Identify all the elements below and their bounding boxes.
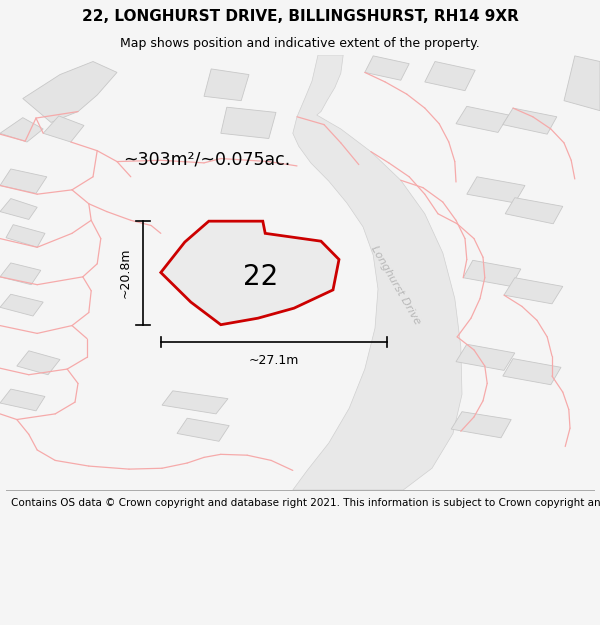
Polygon shape [503, 359, 561, 385]
Polygon shape [6, 224, 45, 248]
Polygon shape [467, 177, 525, 203]
Polygon shape [0, 263, 41, 284]
Polygon shape [505, 198, 563, 224]
Text: ~27.1m: ~27.1m [249, 354, 299, 367]
Polygon shape [0, 389, 45, 411]
Polygon shape [456, 344, 515, 371]
Polygon shape [221, 107, 276, 139]
Polygon shape [0, 294, 43, 316]
Polygon shape [23, 61, 117, 122]
Polygon shape [293, 55, 462, 490]
Polygon shape [503, 108, 557, 134]
Polygon shape [365, 56, 409, 80]
Text: Map shows position and indicative extent of the property.: Map shows position and indicative extent… [120, 38, 480, 51]
Polygon shape [451, 412, 511, 437]
Polygon shape [0, 169, 47, 193]
Polygon shape [204, 69, 249, 101]
Polygon shape [425, 61, 475, 91]
Text: ~20.8m: ~20.8m [119, 248, 132, 298]
Polygon shape [504, 278, 563, 304]
Polygon shape [564, 56, 600, 111]
Text: 22: 22 [244, 263, 278, 291]
Polygon shape [0, 199, 37, 219]
Polygon shape [161, 221, 339, 325]
Text: ~303m²/~0.075ac.: ~303m²/~0.075ac. [123, 151, 290, 168]
Polygon shape [43, 116, 84, 142]
Polygon shape [162, 391, 228, 414]
Polygon shape [0, 118, 43, 142]
Text: 22, LONGHURST DRIVE, BILLINGSHURST, RH14 9XR: 22, LONGHURST DRIVE, BILLINGSHURST, RH14… [82, 9, 518, 24]
Text: Longhurst Drive: Longhurst Drive [370, 244, 422, 327]
Polygon shape [17, 351, 60, 375]
Polygon shape [456, 106, 509, 132]
Polygon shape [177, 418, 229, 441]
Text: Contains OS data © Crown copyright and database right 2021. This information is : Contains OS data © Crown copyright and d… [11, 498, 600, 508]
Polygon shape [463, 261, 521, 286]
